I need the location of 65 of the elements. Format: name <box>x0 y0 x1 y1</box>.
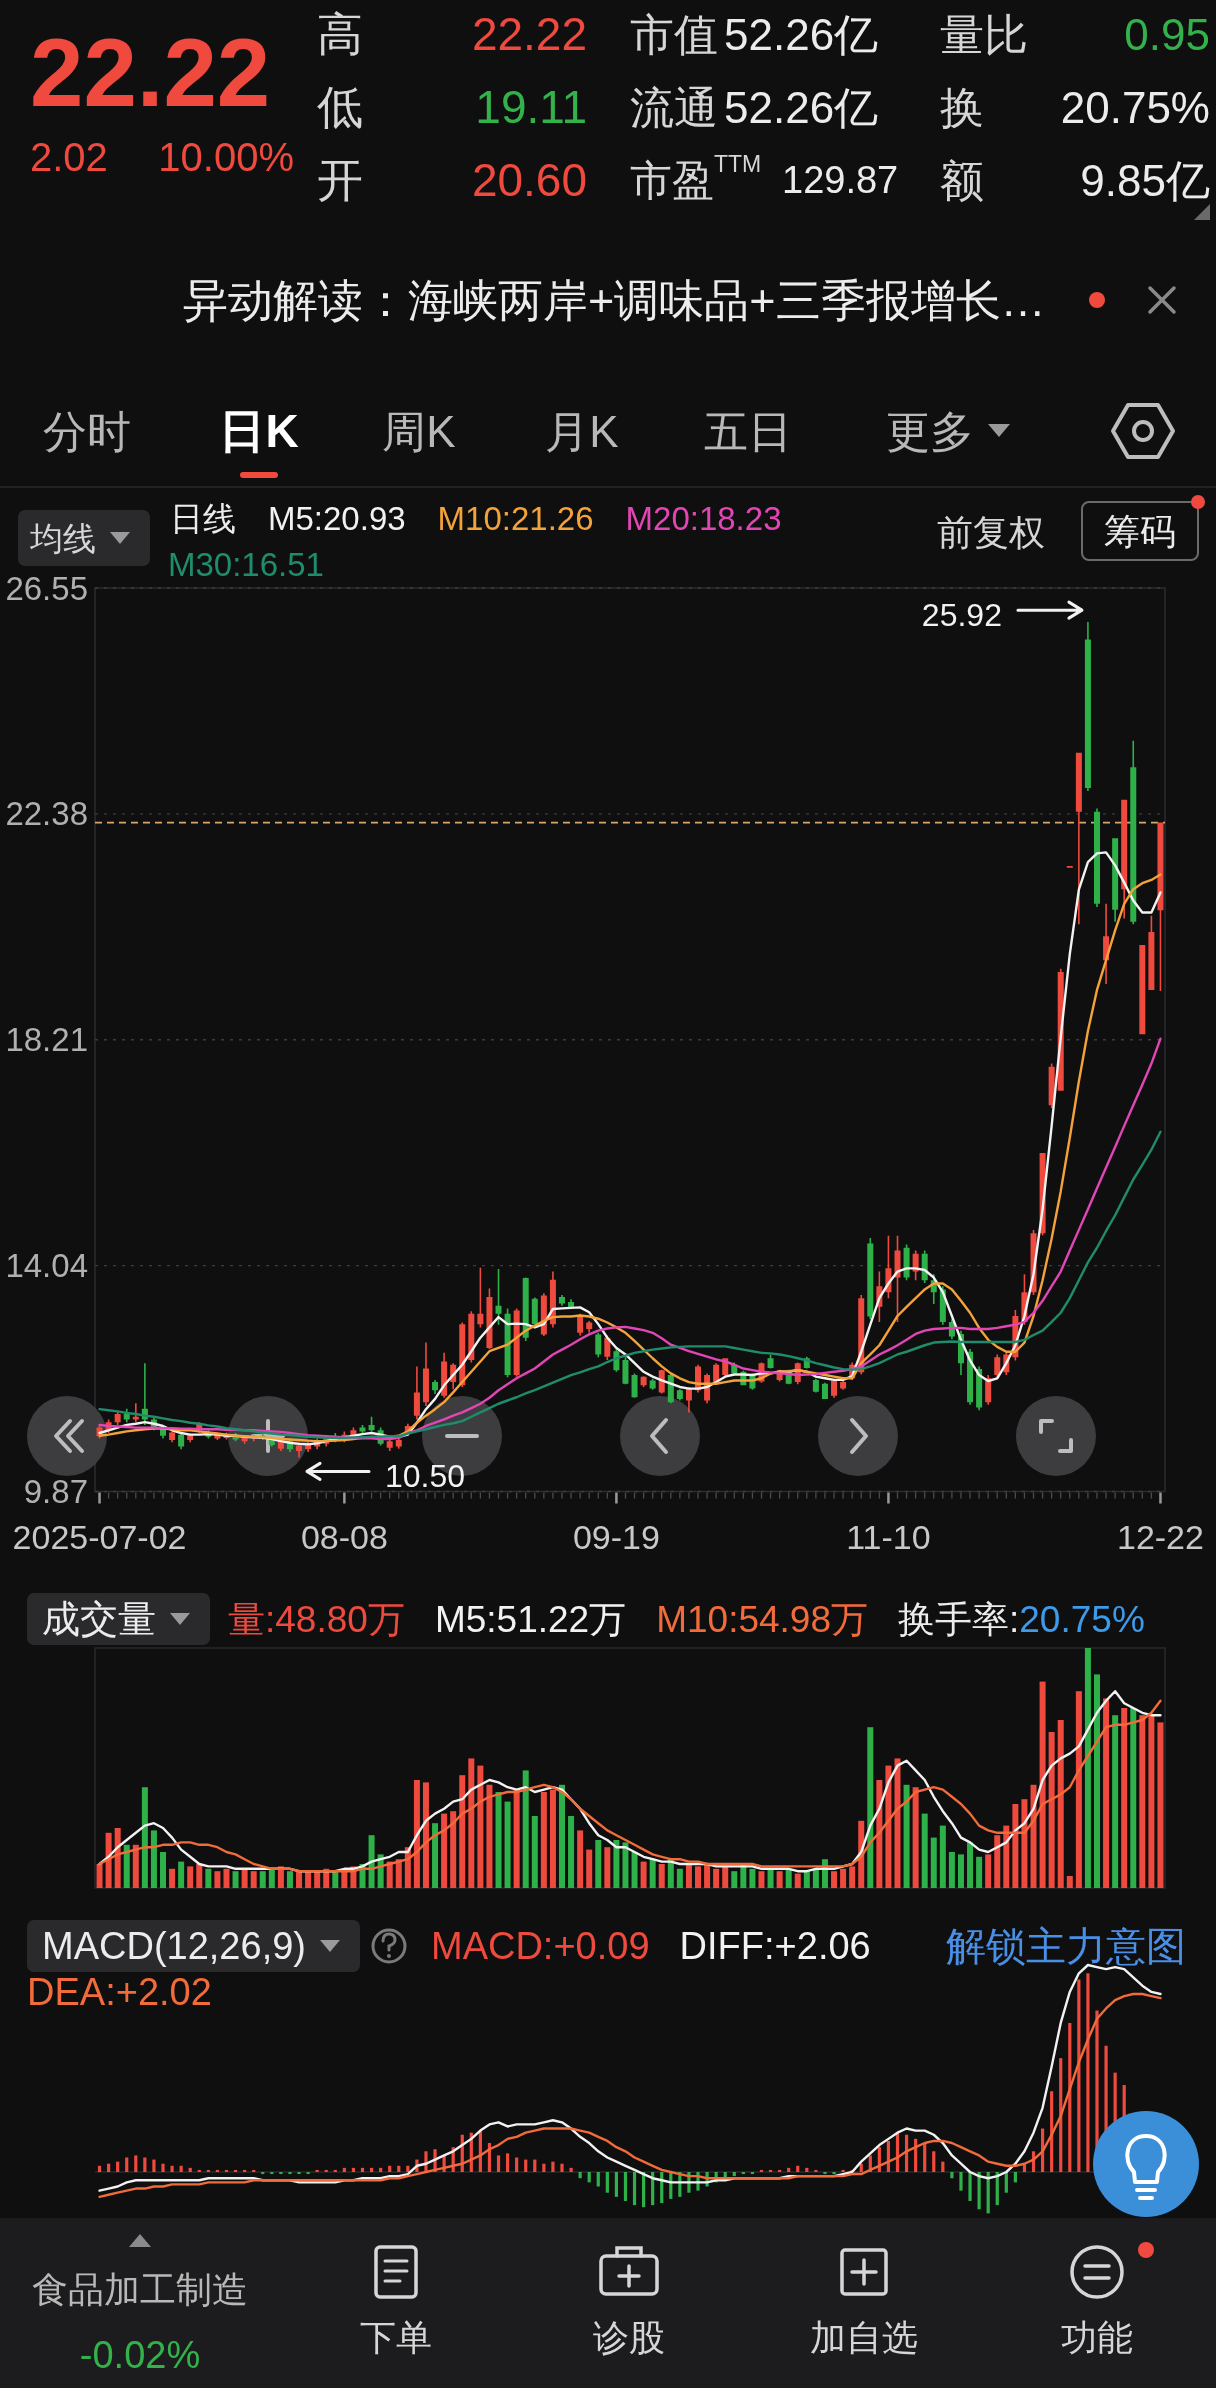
text: 异动解读：海峡两岸+调味品+三季报增长… <box>183 274 1046 326</box>
text: 20.75% <box>1060 82 1210 132</box>
text: 日K <box>219 405 299 457</box>
y-tick-label: 9.87 <box>23 1473 88 1510</box>
text: DIFF:+2.06 <box>679 1925 871 1967</box>
text: 22.22 <box>471 8 587 60</box>
text: 52.26亿 <box>724 9 879 59</box>
text: 额 <box>940 155 984 205</box>
text: 前复权 <box>937 511 1045 553</box>
x-tick-label: 11-10 <box>846 1518 931 1556</box>
text: 市值 <box>630 9 718 59</box>
text: 筹码 <box>1104 510 1176 552</box>
text: 量:48.80万 <box>228 1598 405 1640</box>
text: 分时 <box>43 406 131 456</box>
y-tick-label: 18.21 <box>5 1021 88 1059</box>
x-tick-label: 2025-07-02 <box>12 1518 187 1556</box>
text: 均线 <box>29 519 96 557</box>
text: -0.02% <box>79 2334 201 2376</box>
text: M5:51.22万 <box>434 1598 627 1640</box>
y-tick-label: 22.38 <box>5 795 88 833</box>
text: 9.85亿 <box>1080 155 1210 205</box>
text: DEA:+2.02 <box>27 1971 212 2013</box>
text: M20:18.23 <box>625 499 782 537</box>
annotation: 解锁主力意图 <box>946 1924 1186 1968</box>
legend-title: 日线 <box>170 499 236 537</box>
text: 0.95 <box>1124 9 1210 59</box>
text: 换 <box>940 82 984 132</box>
text: 功能 <box>1061 2316 1133 2358</box>
text: M10:54.98万 <box>656 1598 869 1640</box>
x-tick-label: 12-22 <box>1116 1518 1204 1556</box>
text: 低 <box>317 81 363 133</box>
y-tick-label: 14.04 <box>5 1247 88 1285</box>
text: M30:16.51 <box>168 545 324 583</box>
text: 下单 <box>360 2316 432 2358</box>
text: 52.26亿 <box>724 82 879 132</box>
text: 19.11 <box>475 81 587 133</box>
text: 20.75% <box>1019 1598 1145 1640</box>
text: 129.87 <box>782 159 899 201</box>
y-tick-label: 26.55 <box>5 569 88 607</box>
text: 月K <box>545 406 619 456</box>
text: 加自选 <box>810 2316 918 2358</box>
text: 2.02 <box>30 135 108 179</box>
text: MACD:+0.09 <box>430 1925 650 1967</box>
text: 量比 <box>940 9 1028 59</box>
text: 开 <box>317 154 363 206</box>
text: 换手率: <box>898 1598 1020 1640</box>
text: 22.22 <box>30 18 271 126</box>
x-tick-label: 09-19 <box>572 1518 660 1556</box>
chart-title: MACD(12,26,9) <box>42 1925 306 1967</box>
annotation: 10.50 <box>385 1458 466 1495</box>
text: 更多 <box>886 406 974 456</box>
text: 诊股 <box>593 2316 665 2358</box>
text: M10:21.26 <box>437 499 594 537</box>
text: 10.00% <box>158 135 294 179</box>
text: M5:20.93 <box>268 499 406 537</box>
text: 20.60 <box>471 154 587 206</box>
text: 市盈$^{TTM}$ <box>630 151 762 204</box>
text: 食品加工制造 <box>32 2268 248 2310</box>
text: 流通 <box>630 82 718 132</box>
chart-title: 成交量 <box>42 1598 156 1640</box>
text: 五日 <box>704 406 792 456</box>
annotation: 25.92 <box>921 597 1002 634</box>
x-tick-label: 08-08 <box>300 1518 388 1556</box>
text: 周K <box>382 406 456 456</box>
text: 高 <box>317 8 363 60</box>
